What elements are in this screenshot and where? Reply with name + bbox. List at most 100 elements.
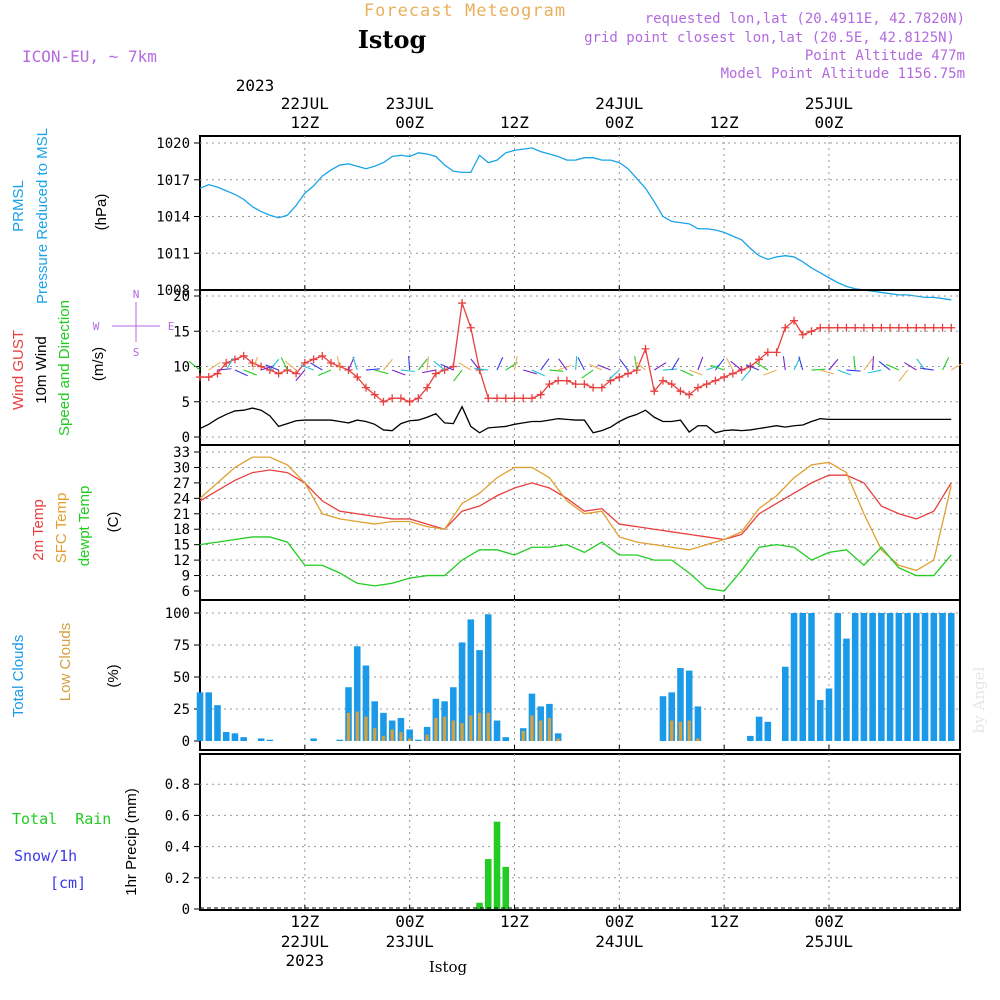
gust-marker [781, 323, 790, 332]
total-clouds-label: Total Clouds [10, 635, 27, 718]
wind-direction-arrow [828, 358, 839, 371]
precip-panel: 0 0.2 0.4 0.6 0.8 [165, 753, 961, 918]
gust-marker [641, 344, 650, 353]
low-clouds-label: Low Clouds [57, 623, 74, 701]
wind-unit: (m/s) [90, 347, 107, 381]
temp-unit: (C) [105, 512, 122, 533]
cloud-unit: (%) [105, 664, 122, 687]
precip-unit: 1hr Precip (mm) [123, 788, 140, 896]
gust-marker [318, 351, 327, 360]
clouds-ytick-label: 100 [165, 606, 190, 622]
cloud-label-group: Total Clouds Low Clouds (%) [10, 623, 122, 717]
total-cloud-bar [895, 613, 903, 741]
wind-direction-arrow [433, 360, 445, 371]
total-cloud-bar [869, 613, 876, 741]
top-date-label: 23JUL [386, 94, 434, 113]
gust-marker [580, 380, 589, 389]
compass-s: S [133, 346, 140, 359]
gust-marker [396, 394, 405, 403]
gust-marker [667, 380, 676, 389]
gust-marker [379, 397, 388, 406]
temperature-ytick-label: 6 [182, 584, 190, 600]
sfc-temp-line [199, 456, 952, 572]
wind-direction-arrow [265, 364, 279, 371]
precip-ytick-label: 0.2 [165, 871, 190, 887]
wind-direction-arrow [531, 369, 545, 377]
gust-marker [903, 323, 912, 332]
total-cloud-bar [458, 642, 466, 741]
total-cloud-bar [921, 613, 929, 741]
wind-direction-arrow [513, 356, 518, 371]
pressure-ytick-label: 1017 [156, 173, 190, 189]
low-cloud-bar [373, 728, 377, 741]
total-cloud-bar [747, 735, 754, 741]
wind-direction-arrow [234, 369, 248, 377]
total-cloud-bar [947, 613, 955, 741]
gust-marker [851, 323, 860, 332]
gust-marker [693, 383, 702, 392]
wind-direction-arrow [284, 360, 297, 371]
wind-direction-arrow [523, 369, 537, 375]
low-cloud-bar [696, 738, 700, 741]
watermark: by Angel [970, 666, 988, 733]
temperature-ytick-label: 18 [173, 522, 190, 538]
wind-direction-arrow [348, 356, 355, 371]
rain-bar [485, 859, 492, 909]
low-cloud-bar [670, 720, 674, 741]
wind10-line [199, 405, 952, 434]
total-cloud-bar [755, 716, 763, 741]
wind-direction-arrow [280, 357, 288, 371]
total-cloud-bar [554, 733, 562, 741]
clouds-ytick-label: 25 [173, 702, 190, 718]
clouds-frame [199, 599, 961, 751]
total-cloud-bar [913, 613, 920, 741]
gust-marker [405, 397, 414, 406]
total-cloud-bar [939, 613, 946, 741]
wind-direction-arrow [217, 368, 232, 371]
total-cloud-bar [668, 692, 675, 741]
gust-marker [222, 358, 231, 367]
wind-direction-arrow [426, 356, 429, 371]
station-title: Istog [358, 25, 427, 54]
wind-direction-arrow [793, 357, 801, 371]
wind-direction-arrow [577, 357, 585, 371]
gust-marker [545, 380, 554, 389]
gust-marker [702, 380, 711, 389]
low-cloud-bar [425, 734, 429, 741]
snow-cm-label: [cm] [50, 874, 86, 892]
wind-direction-arrow [597, 364, 611, 371]
gust-marker [894, 323, 903, 332]
pressure-panel: 1008 1011 1014 1017 1020 [156, 135, 961, 301]
gust-marker [798, 330, 807, 339]
wind-direction-arrow [853, 356, 856, 371]
pressure-ytick-label: 1020 [156, 136, 190, 152]
compass-n: N [133, 288, 140, 301]
wind-10m-label: 10m Wind [33, 336, 50, 404]
total-cloud-bar [406, 729, 413, 741]
total-cloud-bar [257, 738, 265, 741]
total-cloud-bar [878, 613, 885, 741]
gust-marker [859, 323, 868, 332]
panels: 1008101110141017102005101520691215182124… [156, 135, 964, 918]
wind-direction-arrow [188, 360, 201, 371]
bottom-time-label: 12Z [710, 912, 739, 931]
wind-direction-arrow [496, 357, 504, 371]
gust-marker [685, 390, 694, 399]
pressure-line [199, 147, 952, 301]
wind-direction-arrow [904, 362, 917, 371]
low-cloud-bar [556, 738, 560, 741]
precip-frame [199, 753, 961, 911]
wind-direction-arrow [867, 369, 882, 374]
gust-marker [562, 376, 571, 385]
gust-marker [658, 376, 667, 385]
forecast-title: Forecast Meteogram [364, 1, 566, 21]
wind-frame [199, 289, 961, 446]
pressure-label-group: PRMSL Pressure Reduced to MSL (hPa) [10, 128, 110, 304]
temperature-frame [199, 444, 961, 601]
gust-marker [571, 380, 580, 389]
gust-marker [292, 369, 301, 378]
wind-direction-arrow [260, 364, 275, 371]
gust-marker [912, 323, 921, 332]
